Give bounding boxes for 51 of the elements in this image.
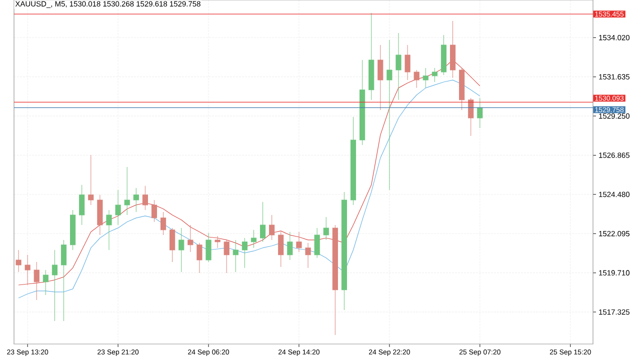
candlestick <box>178 228 184 272</box>
candlestick <box>350 116 356 206</box>
candlestick <box>16 250 22 272</box>
candlestick <box>287 232 293 260</box>
candlestick <box>250 230 257 248</box>
candlestick <box>70 210 76 250</box>
candlestick <box>269 214 275 240</box>
candlestick <box>224 240 230 274</box>
candlestick <box>79 184 85 226</box>
candlestick <box>323 216 329 240</box>
candlestick <box>459 68 465 110</box>
candlestick <box>314 228 320 258</box>
candlestick <box>24 254 30 286</box>
candlestick <box>133 188 139 212</box>
candlestick <box>378 44 384 110</box>
candlestick <box>432 68 438 82</box>
candlestick <box>414 70 420 88</box>
candlestick <box>404 44 410 80</box>
candlestick <box>368 12 374 100</box>
candlestick <box>386 40 392 190</box>
candlestick <box>260 202 266 242</box>
candlestick <box>34 262 40 300</box>
candlestick <box>305 242 311 268</box>
candlestick <box>450 20 456 78</box>
candlestick <box>115 190 121 226</box>
candlestick <box>42 270 48 296</box>
candlestick <box>52 250 58 322</box>
candlestick <box>196 242 202 274</box>
candlestick <box>422 68 428 88</box>
candlestick <box>214 236 220 248</box>
candlestick <box>440 34 447 76</box>
candlestick <box>124 166 130 216</box>
candlestick <box>142 186 148 210</box>
candlestick <box>206 232 212 262</box>
candlestick <box>160 212 166 236</box>
candlestick <box>396 32 402 100</box>
candlestick <box>360 60 366 146</box>
candlestick <box>60 240 67 322</box>
candlestick <box>341 192 347 310</box>
candlestick <box>332 224 338 336</box>
candlestick <box>170 228 176 262</box>
candlestick <box>232 240 238 272</box>
candlestick <box>106 210 112 250</box>
candlestick <box>151 200 158 222</box>
candlestick <box>296 232 302 252</box>
candlestick <box>188 224 194 252</box>
candlestick <box>278 232 284 268</box>
candlestick <box>97 194 103 236</box>
candlestick <box>242 238 248 268</box>
candlestick <box>477 98 483 128</box>
candlestick <box>88 154 94 206</box>
